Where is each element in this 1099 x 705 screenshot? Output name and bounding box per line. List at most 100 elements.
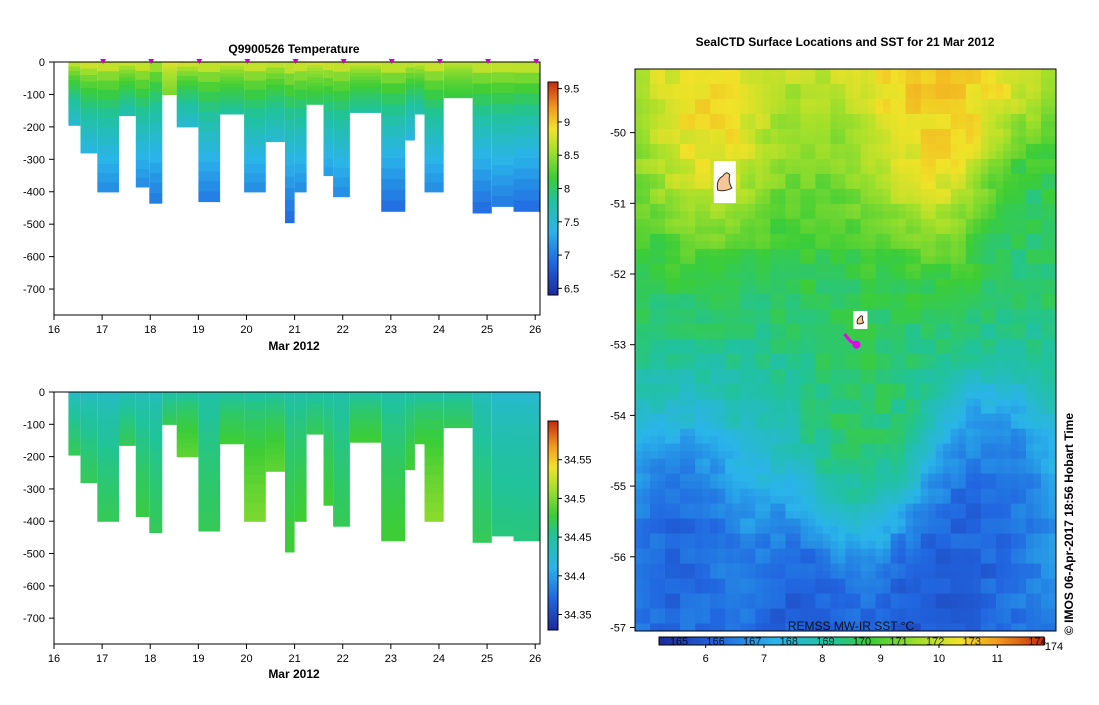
- sst-cell: [906, 234, 914, 242]
- sst-cell: [665, 466, 673, 474]
- sst-cell: [943, 151, 951, 159]
- sst-cell: [785, 369, 793, 377]
- sst-cell: [770, 286, 778, 294]
- sst-cell: [718, 466, 726, 474]
- sst-cell: [906, 316, 914, 324]
- sst-cell: [635, 481, 643, 489]
- profile-5-segment: [149, 523, 162, 534]
- sst-cell: [688, 564, 696, 572]
- profile-16-segment: [333, 72, 350, 82]
- sst-cell: [710, 286, 718, 294]
- sst-cell: [650, 361, 658, 369]
- sst-cell: [1026, 399, 1034, 407]
- sst-cell: [958, 414, 966, 422]
- sst-cell: [861, 556, 869, 564]
- sst-cell: [650, 249, 658, 257]
- sst-cell: [650, 399, 658, 407]
- sst-cell: [673, 594, 681, 602]
- sst-cell: [988, 474, 996, 482]
- sst-cell: [891, 339, 899, 347]
- sst-cell: [695, 399, 703, 407]
- sst-cell: [1048, 189, 1056, 197]
- sst-cell: [680, 586, 688, 594]
- sst-cell: [665, 249, 673, 257]
- sst-cell: [1041, 234, 1049, 242]
- sst-cell: [703, 444, 711, 452]
- sst-cell: [695, 384, 703, 392]
- sst-cell: [1033, 166, 1041, 174]
- sst-cell: [680, 324, 688, 332]
- profile-18-segment: [381, 105, 405, 116]
- sst-cell: [891, 189, 899, 197]
- sst-cell: [996, 129, 1004, 137]
- sst-cell: [973, 316, 981, 324]
- sst-cell: [710, 346, 718, 354]
- sst-cell: [966, 384, 974, 392]
- sst-cell: [1033, 129, 1041, 137]
- sst-cell: [748, 594, 756, 602]
- sst-cell: [996, 399, 1004, 407]
- sst-cell: [778, 601, 786, 609]
- sst-cell: [785, 84, 793, 92]
- profile-12-segment: [285, 506, 295, 518]
- sst-cell: [680, 489, 688, 497]
- sst-cell: [815, 361, 823, 369]
- sst-cell: [951, 309, 959, 317]
- sst-cell: [815, 204, 823, 212]
- sst-cell: [643, 556, 651, 564]
- sst-cell: [815, 294, 823, 302]
- sst-cell: [913, 174, 921, 182]
- sst-cell: [643, 91, 651, 99]
- sst-cell: [951, 241, 959, 249]
- profile-14-segment: [307, 431, 324, 435]
- sst-cell: [748, 406, 756, 414]
- sst-cell: [943, 474, 951, 482]
- sst-cell: [1026, 421, 1034, 429]
- sst-cell: [778, 279, 786, 287]
- sst-cell: [838, 91, 846, 99]
- sst-cell: [996, 346, 1004, 354]
- profile-15-segment: [324, 424, 334, 433]
- sst-cell: [891, 526, 899, 534]
- profile-2-segment: [97, 447, 119, 457]
- sst-cell: [1026, 609, 1034, 617]
- sst-cell: [650, 76, 658, 84]
- sst-cell: [891, 594, 899, 602]
- sst-cell: [958, 91, 966, 99]
- sst-cell: [785, 444, 793, 452]
- sst-cell: [913, 99, 921, 107]
- sst-cell: [770, 121, 778, 129]
- sst-cell: [913, 519, 921, 527]
- sst-cell: [891, 436, 899, 444]
- profile-5-segment: [149, 133, 162, 144]
- sst-cell: [718, 324, 726, 332]
- sst-cell: [838, 114, 846, 122]
- sst-cell: [883, 526, 891, 534]
- sst-cell: [755, 76, 763, 84]
- sst-cell: [635, 376, 643, 384]
- sst-cell: [808, 196, 816, 204]
- sst-cell: [680, 414, 688, 422]
- sst-cell: [1026, 144, 1034, 152]
- sst-cell: [936, 354, 944, 362]
- sst-cell: [1041, 391, 1049, 399]
- sst-cell: [725, 249, 733, 257]
- sst-cell: [710, 519, 718, 527]
- sst-cell: [936, 234, 944, 242]
- sst-cell: [793, 234, 801, 242]
- sst-cell: [981, 91, 989, 99]
- sst-cell: [635, 301, 643, 309]
- sst-cell: [808, 106, 816, 114]
- sst-cell: [785, 481, 793, 489]
- sst-cell: [763, 369, 771, 377]
- sst-cell: [635, 84, 643, 92]
- profile-7-segment: [177, 429, 199, 434]
- sst-cell: [763, 324, 771, 332]
- sst-cell: [785, 361, 793, 369]
- sst-cell: [1011, 226, 1019, 234]
- sst-cell: [688, 69, 696, 77]
- sst-cell: [838, 234, 846, 242]
- sst-cell: [830, 69, 838, 77]
- sst-cell: [1003, 189, 1011, 197]
- sst-cell: [800, 286, 808, 294]
